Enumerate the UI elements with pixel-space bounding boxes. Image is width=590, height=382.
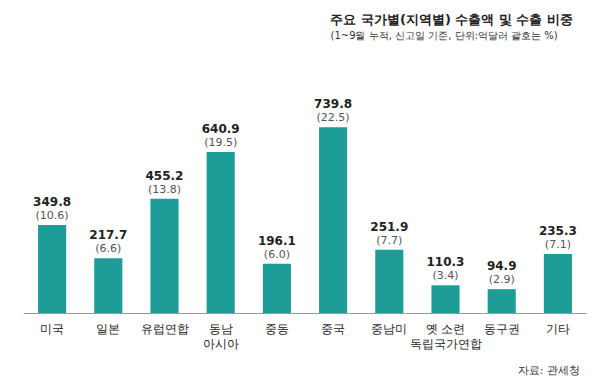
svg-text:옛 소련: 옛 소련 [426, 322, 466, 336]
svg-text:(22.5): (22.5) [317, 111, 350, 124]
svg-text:유럽연합: 유럽연합 [141, 322, 189, 336]
svg-text:독립국가연합: 독립국가연합 [410, 337, 482, 351]
svg-text:중남미: 중남미 [371, 322, 407, 336]
svg-text:110.3: 110.3 [427, 255, 465, 269]
svg-text:기타: 기타 [546, 322, 570, 336]
svg-text:중동: 중동 [265, 322, 289, 336]
svg-text:455.2: 455.2 [146, 169, 184, 183]
svg-text:217.7: 217.7 [89, 228, 127, 242]
svg-text:동남: 동남 [209, 322, 233, 336]
svg-text:94.9: 94.9 [487, 259, 517, 273]
svg-text:(7.1): (7.1) [545, 238, 571, 251]
svg-text:주요 국가별(지역별) 수출액 및 수출 비중: 주요 국가별(지역별) 수출액 및 수출 비중 [330, 12, 573, 27]
svg-text:(7.7): (7.7) [376, 234, 402, 247]
svg-text:196.1: 196.1 [258, 234, 296, 248]
svg-text:(6.6): (6.6) [95, 242, 121, 255]
svg-text:아시아: 아시아 [203, 337, 239, 351]
svg-text:동구권: 동구권 [484, 322, 520, 336]
svg-text:자료: 관세청: 자료: 관세청 [518, 364, 580, 377]
svg-text:(10.6): (10.6) [36, 209, 69, 222]
svg-text:(2.9): (2.9) [489, 273, 515, 286]
svg-text:미국: 미국 [40, 322, 64, 336]
svg-text:(1~9월 누적, 신고일 기준, 단위:억달러 괄호는 %: (1~9월 누적, 신고일 기준, 단위:억달러 괄호는 %) [330, 30, 557, 41]
svg-text:235.3: 235.3 [539, 224, 577, 238]
svg-text:739.8: 739.8 [314, 97, 352, 111]
svg-text:(3.4): (3.4) [432, 269, 458, 282]
svg-text:(19.5): (19.5) [204, 136, 237, 149]
svg-text:640.9: 640.9 [202, 122, 240, 136]
svg-text:349.8: 349.8 [33, 195, 71, 209]
svg-text:중국: 중국 [321, 322, 345, 336]
svg-text:(13.8): (13.8) [148, 183, 181, 196]
svg-text:251.9: 251.9 [370, 220, 408, 234]
svg-text:(6.0): (6.0) [264, 248, 290, 261]
svg-text:일본: 일본 [96, 322, 120, 336]
